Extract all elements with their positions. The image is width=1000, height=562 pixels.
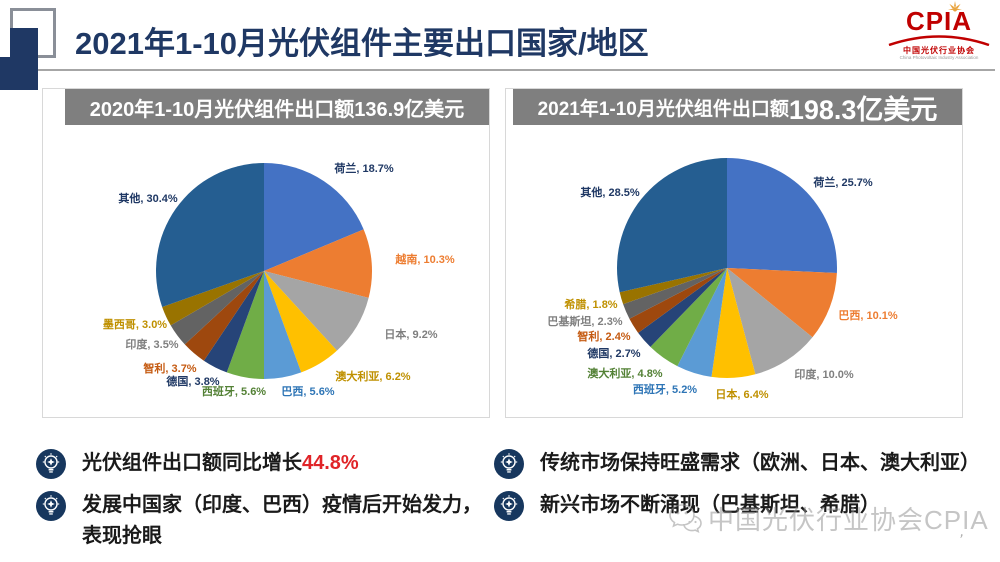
pie-slice-德国 <box>638 268 727 347</box>
pie-label-智利: 智利, 2.4% <box>577 331 631 343</box>
pie-label-德国: 德国, 2.7% <box>587 348 641 360</box>
insight-item: 光伏组件出口额同比增长44.8% <box>36 448 488 479</box>
pie-label-墨西哥: 墨西哥, 3.0% <box>102 319 168 331</box>
pie-slice-智利 <box>184 271 264 361</box>
pie-label-巴西: 巴西, 5.6% <box>281 386 335 398</box>
pie-slice-澳大利亚 <box>650 268 727 367</box>
chart-title-2021-amount: 198.3亿美元 <box>788 94 938 125</box>
deco-navy-square-lower <box>0 57 10 90</box>
watermark-text: 中国光伏行业协会CPIA <box>708 505 989 535</box>
chart-title-2020-prefix: 2020年1-10月光伏组件出口额 <box>89 98 355 121</box>
insight-text: 发展中国家（印度、巴西）疫情后开始发力，表现抢眼 <box>82 494 482 547</box>
pie-slice-西班牙 <box>677 268 727 377</box>
pie-label-澳大利亚: 澳大利亚, 6.2% <box>335 371 411 383</box>
chart-panel-2020: 2020年1-10月光伏组件出口额 136.9亿美元 荷兰, 18.7% 越南, 1… <box>42 88 490 418</box>
pie-slice-日本 <box>711 268 756 378</box>
cpia-logo-text: CPIA <box>885 1 993 34</box>
pie-slice-印度 <box>727 268 813 375</box>
pie-slice-澳大利亚 <box>264 271 337 373</box>
pie-chart-2020: 荷兰, 18.7% 越南, 10.3% 日本, 9.2% 澳大利亚, 6.2% 巴西, … <box>43 89 489 417</box>
pie-label-荷兰: 荷兰, 18.7% <box>334 163 394 175</box>
cpia-logo-cn: 中国光伏行业协会 <box>903 46 975 55</box>
insight-item: 传统市场保持旺盛需求（欧洲、日本、澳大利亚） <box>494 448 996 479</box>
pie-slice-越南 <box>264 229 373 298</box>
pie-label-希腊: 希腊, 1.8% <box>564 299 618 311</box>
pie-slice-其他 <box>616 158 727 293</box>
pie-slice-希腊 <box>619 268 727 305</box>
insight-text: 传统市场保持旺盛需求（欧洲、日本、澳大利亚） <box>540 452 980 474</box>
pie-slice-巴西 <box>727 268 837 338</box>
pie-label-越南: 越南, 10.3% <box>395 254 455 266</box>
chart-title-2020: 2020年1-10月光伏组件出口额 136.9亿美元 <box>65 89 489 125</box>
cpia-logo-en: China Photovoltaic Industry Association <box>899 55 979 60</box>
lightbulb-icon <box>36 491 66 521</box>
pie-label-巴基斯坦: 巴基斯坦, 2.3% <box>547 316 623 328</box>
pie-slice-西班牙 <box>226 271 264 379</box>
page-title: 2021年1-10月光伏组件主要出口国家/地区 <box>75 26 649 61</box>
pie-slice-荷兰 <box>727 158 838 274</box>
title-divider <box>38 69 995 71</box>
pie-slice-巴西 <box>264 271 302 379</box>
pie-label-荷兰: 荷兰, 25.7% <box>813 177 873 189</box>
pie-label-印度: 印度, 3.5% <box>125 339 179 351</box>
pie-slice-荷兰 <box>264 163 364 271</box>
logo-arc <box>888 35 990 46</box>
wechat-icon <box>669 503 702 533</box>
pie-label-印度: 印度, 10.0% <box>794 369 854 381</box>
pie-slice-墨西哥 <box>162 271 264 326</box>
insight-item: 发展中国家（印度、巴西）疫情后开始发力，表现抢眼 <box>36 490 488 552</box>
chart-title-2021: 2021年1-10月光伏组件出口额 198.3亿美元 <box>513 89 962 125</box>
pie-slice-日本 <box>264 271 369 351</box>
pie-chart-2021: 荷兰, 25.7% 巴西, 10.1% 印度, 10.0% 日本, 6.4% 西班牙, … <box>506 89 962 417</box>
sunburst-icon <box>948 1 962 12</box>
lightbulb-icon <box>494 491 524 521</box>
pie-slice-印度 <box>170 271 264 345</box>
pie-label-日本: 日本, 6.4% <box>715 389 769 401</box>
cpia-logo: CPIA 中国光伏行业协会 China Photovoltaic Industr… <box>885 1 993 68</box>
pie-label-日本: 日本, 9.2% <box>384 329 438 341</box>
pie-label-德国: 德国, 3.8% <box>166 376 220 388</box>
insights-left: 光伏组件出口额同比增长44.8% 发展中国家（印度、巴西）疫情后开始发力，表现抢眼 <box>36 448 488 562</box>
pie-slice-巴基斯坦 <box>623 268 727 319</box>
lightbulb-icon <box>494 449 524 479</box>
chart-title-2020-amount: 136.9亿美元 <box>354 98 465 121</box>
pie-label-巴西: 巴西, 10.1% <box>838 310 898 322</box>
watermark: 中国光伏行业协会CPIA <box>668 500 989 537</box>
insight-text: 新兴市场不断涌现（巴基斯坦、希腊） <box>540 494 880 516</box>
pie-label-其他: 其他, 30.4% <box>118 193 178 205</box>
insight-text: 光伏组件出口额同比增长44.8% <box>82 452 359 474</box>
lightbulb-icon <box>36 449 66 479</box>
pie-slice-其他 <box>156 163 264 307</box>
pie-label-智利: 智利, 3.7% <box>143 363 197 375</box>
pie-slice-德国 <box>203 271 264 373</box>
chart-title-2021-prefix: 2021年1-10月光伏组件出口额 <box>537 98 789 120</box>
deco-navy-square <box>10 28 38 90</box>
insight-item: 新兴市场不断涌现（巴基斯坦、希腊） <box>494 490 996 521</box>
pie-label-澳大利亚: 澳大利亚, 4.8% <box>587 368 663 380</box>
pie-label-西班牙: 西班牙, 5.6% <box>201 386 267 398</box>
chart-panel-2021: 2021年1-10月光伏组件出口额 198.3亿美元 荷兰, 25.7% 巴西, 1… <box>505 88 963 418</box>
pie-label-西班牙: 西班牙, 5.2% <box>632 384 698 396</box>
insights-right: 传统市场保持旺盛需求（欧洲、日本、澳大利亚） 新兴市场不断涌现（巴基斯坦、希腊） <box>494 448 996 532</box>
pie-slice-智利 <box>629 268 727 333</box>
pie-label-其他: 其他, 28.5% <box>580 187 640 199</box>
